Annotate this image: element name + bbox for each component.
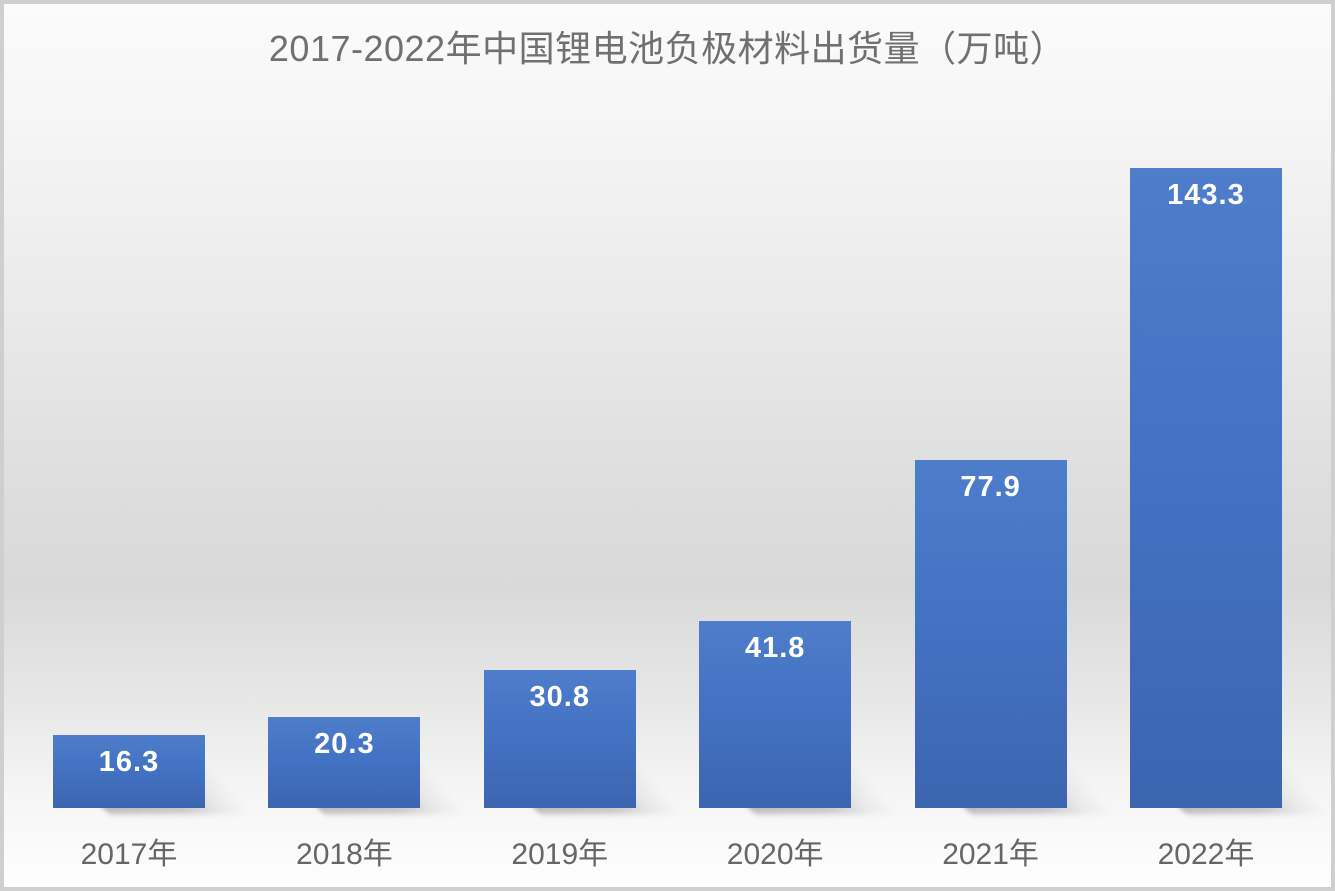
bar: 41.8 <box>699 621 852 808</box>
bar: 16.3 <box>53 735 205 808</box>
x-axis-label: 2020年 <box>726 838 824 871</box>
bar: 77.9 <box>914 460 1067 808</box>
bar: 143.3 <box>1129 168 1282 808</box>
bar-column: 41.8 2020年 <box>699 168 852 871</box>
bar: 30.8 <box>483 670 636 808</box>
x-axis-label: 2019年 <box>511 838 609 871</box>
x-axis-label: 2017年 <box>80 838 178 871</box>
bar-column: 16.3 2017年 <box>53 168 205 871</box>
bar-column: 143.3 2022年 <box>1129 168 1282 871</box>
plot-area: 16.3 2017年 20.3 2018年 30.8 2019年 41.8 20… <box>4 168 1331 871</box>
bar-column: 77.9 2021年 <box>914 168 1067 871</box>
x-axis-label: 2022年 <box>1157 838 1255 871</box>
bar-value-label: 30.8 <box>529 681 590 714</box>
chart-title: 2017-2022年中国锂电池负极材料出货量（万吨） <box>268 28 1067 69</box>
bar-value-label: 20.3 <box>314 728 375 761</box>
bar-value-label: 16.3 <box>98 746 160 779</box>
bar-column: 30.8 2019年 <box>483 168 636 871</box>
x-axis-label: 2021年 <box>942 838 1039 871</box>
x-axis-label: 2018年 <box>296 838 393 871</box>
bar-value-label: 143.3 <box>1167 179 1245 211</box>
bar: 20.3 <box>268 717 421 808</box>
bar-value-label: 41.8 <box>744 632 806 665</box>
bar-value-label: 77.9 <box>960 471 1021 504</box>
bar-column: 20.3 2018年 <box>268 168 421 871</box>
